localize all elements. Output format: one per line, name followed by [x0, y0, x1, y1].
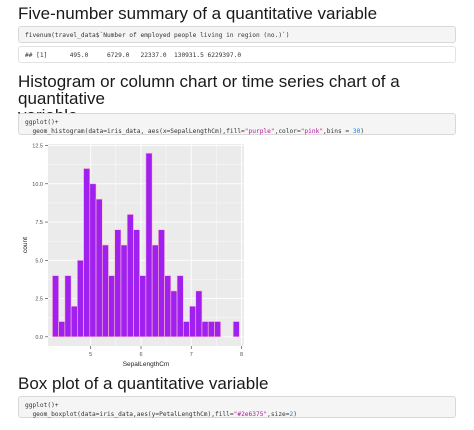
- x-tick-label: 6: [139, 352, 142, 358]
- code-block-histogram[interactable]: ggplot()+ geom_histogram(data=iris_data,…: [18, 113, 456, 135]
- output-line: ## [1] 495.0 6729.0 22337.0 130931.5 622…: [25, 52, 242, 59]
- code-number-size: 2: [289, 411, 294, 418]
- code-text: geom_histogram(data=iris_data, aes(x=Sep…: [25, 128, 245, 135]
- code-string-fill: "purple": [244, 128, 275, 135]
- histogram-bar: [95, 198, 103, 338]
- histogram-bar: [201, 321, 209, 338]
- histogram-bar: [114, 229, 122, 338]
- histogram-bar: [77, 260, 84, 338]
- y-tick-label: 0.0: [35, 335, 43, 341]
- code-text: ): [360, 128, 365, 135]
- histogram-chart: 0.0 2.5 5.0 7.5 10.0 12.5 5 6 7 8 SepalLengthCm cou…: [22, 144, 244, 368]
- histogram-bar: [164, 275, 172, 338]
- histogram-bar: [170, 290, 178, 338]
- code-line-2: geom_boxplot(data=iris_data,aes(y=PetalL…: [25, 411, 297, 418]
- section-title-five-number: Five-number summary of a quantitative va…: [18, 4, 378, 23]
- histogram-bar: [70, 305, 78, 338]
- histogram-bar: [176, 275, 184, 338]
- histogram-bar: [120, 244, 128, 338]
- code-line: fivenum(travel_data$`Number of employed …: [25, 32, 290, 39]
- histogram-bar: [133, 229, 140, 338]
- title-line-1: Histogram or column chart or time series…: [18, 72, 400, 108]
- histogram-bar: [182, 321, 190, 338]
- y-tick-label: 10.0: [32, 182, 43, 188]
- output-block-fivenum: ## [1] 495.0 6729.0 22337.0 130931.5 622…: [18, 46, 456, 63]
- x-tick-label: 5: [89, 352, 92, 358]
- code-text: ,size=: [267, 411, 290, 418]
- code-string-fill: "#2e6375": [233, 411, 268, 418]
- histogram-bar: [158, 229, 165, 338]
- histogram-bar: [145, 152, 153, 338]
- y-tick-label: 5.0: [35, 258, 43, 264]
- histogram-bar: [207, 321, 215, 338]
- code-number-bins: 30: [352, 128, 361, 135]
- code-text: ,bins =: [323, 128, 353, 135]
- histogram-bar: [64, 275, 72, 338]
- y-tick-label: 7.5: [35, 220, 43, 226]
- code-string-color: "pink": [300, 128, 324, 135]
- x-tick-label: 8: [240, 352, 243, 358]
- histogram-bar: [189, 305, 197, 338]
- histogram-bar: [214, 321, 221, 338]
- code-line-1: ggplot()+: [25, 119, 59, 126]
- histogram-bar: [195, 290, 203, 338]
- code-line-2: geom_histogram(data=iris_data, aes(x=Sep…: [25, 128, 364, 135]
- histogram-bar: [58, 321, 66, 338]
- code-text: geom_boxplot(data=iris_data,aes(y=PetalL…: [25, 411, 234, 418]
- histogram-bar: [232, 321, 240, 338]
- y-tick-label: 2.5: [35, 297, 43, 303]
- y-tick-label: 12.5: [32, 144, 43, 150]
- histogram-bar: [139, 275, 147, 338]
- x-tick-label: 7: [190, 352, 193, 358]
- histogram-bar: [52, 275, 59, 338]
- histogram-bar: [126, 214, 134, 338]
- x-axis-title: SepalLengthCm: [123, 361, 170, 368]
- y-axis-title: count: [22, 237, 29, 253]
- code-line-1: ggplot()+: [25, 402, 59, 409]
- code-block-boxplot[interactable]: ggplot()+ geom_boxplot(data=iris_data,ae…: [18, 396, 456, 418]
- code-text: ,color=: [274, 128, 301, 135]
- histogram-bar: [101, 244, 109, 338]
- code-text: ): [293, 411, 297, 418]
- section-title-boxplot: Box plot of a quantitative variable: [18, 374, 269, 393]
- histogram-bar: [83, 168, 91, 338]
- histogram-bar: [108, 275, 116, 338]
- histogram-bar: [89, 183, 97, 338]
- histogram-bar: [151, 244, 159, 338]
- code-block-fivenum[interactable]: fivenum(travel_data$`Number of employed …: [18, 26, 456, 43]
